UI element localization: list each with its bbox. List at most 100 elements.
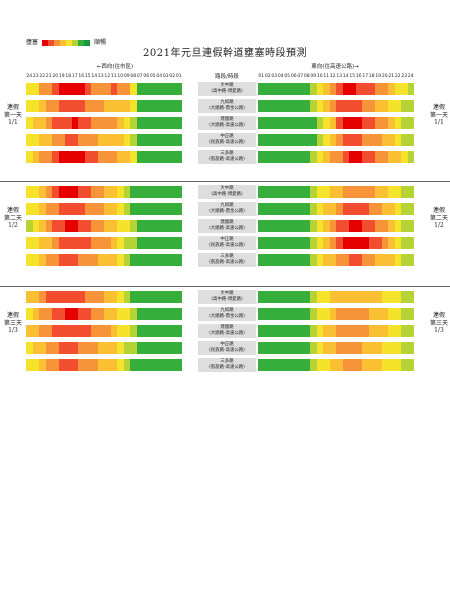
heat-cell xyxy=(310,203,317,215)
heat-cell xyxy=(169,254,176,266)
heat-cell xyxy=(336,359,343,371)
heat-cell xyxy=(65,83,72,95)
heat-cell xyxy=(110,134,117,146)
heat-cell xyxy=(362,325,369,337)
heat-cell xyxy=(375,359,382,371)
day-label-right: 連假 第二天 1/2 xyxy=(429,207,448,229)
legend-left-label: 壅塞 xyxy=(26,39,39,46)
heatmap-row: 建國路 (大順路-高速公路) xyxy=(0,116,450,130)
heat-cell xyxy=(342,117,349,129)
heat-cell xyxy=(407,220,414,232)
heat-cell xyxy=(401,151,408,163)
hour-tick-label: 09 xyxy=(123,74,130,79)
heat-cell xyxy=(97,254,104,266)
heat-cell xyxy=(381,100,388,112)
hour-tick-label: 13 xyxy=(336,74,343,79)
heat-cell xyxy=(78,254,85,266)
segment-range: (大順路-高速公路) xyxy=(209,123,245,128)
heat-cell xyxy=(26,325,33,337)
heat-cell xyxy=(110,342,117,354)
heat-cell xyxy=(401,117,408,129)
heat-cell xyxy=(169,83,176,95)
heat-cell xyxy=(65,186,72,198)
heat-cell xyxy=(45,117,52,129)
heat-cell xyxy=(149,151,156,163)
heat-cell xyxy=(310,186,317,198)
heat-cell xyxy=(310,134,317,146)
heat-cell xyxy=(290,83,297,95)
segment-range: (大順路-高速公路) xyxy=(209,331,245,336)
heat-cell xyxy=(97,237,104,249)
hour-tick-label: 10 xyxy=(316,74,323,79)
heat-cell xyxy=(290,134,297,146)
heat-cell xyxy=(355,220,362,232)
heat-cell xyxy=(401,359,408,371)
heat-cell xyxy=(143,186,150,198)
heat-cell xyxy=(65,308,72,320)
heat-cell xyxy=(271,100,278,112)
heat-cell xyxy=(381,359,388,371)
heat-cell xyxy=(149,220,156,232)
heat-cell xyxy=(355,100,362,112)
segment-range: (民族路-高速公路) xyxy=(209,243,245,248)
heat-cell xyxy=(91,254,98,266)
heat-cell xyxy=(71,342,78,354)
heat-cell xyxy=(136,117,143,129)
heat-cell xyxy=(52,359,59,371)
east-strip xyxy=(258,359,414,371)
heat-cell xyxy=(329,134,336,146)
heat-cell xyxy=(323,325,330,337)
heat-cell xyxy=(329,308,336,320)
heat-cell xyxy=(355,291,362,303)
heat-cell xyxy=(258,83,265,95)
heat-cell xyxy=(117,100,124,112)
heat-cell xyxy=(375,291,382,303)
heat-cell xyxy=(336,254,343,266)
heat-cell xyxy=(388,291,395,303)
heat-cell xyxy=(130,203,137,215)
heat-cell xyxy=(323,134,330,146)
heat-cell xyxy=(45,291,52,303)
heat-cell xyxy=(45,83,52,95)
heat-cell xyxy=(162,203,169,215)
heat-cell xyxy=(349,186,356,198)
west-direction-header: ←西向(往市區) xyxy=(96,64,134,70)
heat-cell xyxy=(394,359,401,371)
heat-cell xyxy=(58,151,65,163)
heatmap-row: 中正路 (民族路-高速公路) xyxy=(0,133,450,147)
heat-cell xyxy=(264,291,271,303)
heat-cell xyxy=(264,325,271,337)
heat-cell xyxy=(381,83,388,95)
heat-cell xyxy=(368,254,375,266)
hour-tick-label: 11 xyxy=(323,74,330,79)
heat-cell xyxy=(117,308,124,320)
heat-cell xyxy=(258,203,265,215)
heat-cell xyxy=(162,342,169,354)
heat-cell xyxy=(123,359,130,371)
heat-cell xyxy=(117,220,124,232)
heat-cell xyxy=(136,186,143,198)
heat-cell xyxy=(149,100,156,112)
heat-cell xyxy=(316,359,323,371)
heat-cell xyxy=(297,254,304,266)
heat-cell xyxy=(258,308,265,320)
heat-cell xyxy=(297,220,304,232)
heat-cell xyxy=(388,134,395,146)
heat-cell xyxy=(58,237,65,249)
heat-cell xyxy=(329,237,336,249)
heat-cell xyxy=(284,220,291,232)
heat-cell xyxy=(117,325,124,337)
heat-cell xyxy=(336,134,343,146)
hour-tick-label: 19 xyxy=(58,74,65,79)
heat-cell xyxy=(32,203,39,215)
heat-cell xyxy=(175,308,182,320)
heat-cell xyxy=(175,203,182,215)
heat-cell xyxy=(323,220,330,232)
heat-cell xyxy=(355,359,362,371)
day-label-right: 連假 第一天 1/1 xyxy=(429,104,448,126)
heat-cell xyxy=(329,100,336,112)
heat-cell xyxy=(381,308,388,320)
heat-cell xyxy=(97,134,104,146)
segment-range: (高中路-博愛路) xyxy=(211,192,243,197)
hour-tick-label: 21 xyxy=(388,74,395,79)
